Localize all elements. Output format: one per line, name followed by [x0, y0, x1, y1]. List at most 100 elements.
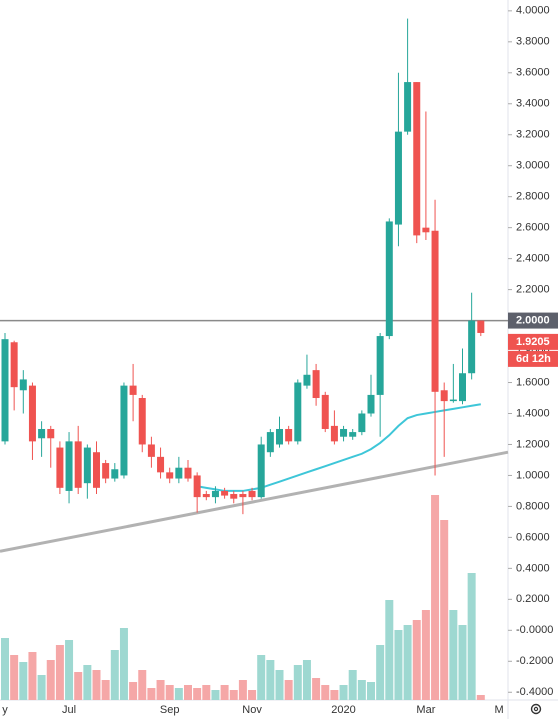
candle-body — [285, 428, 293, 442]
level-badge-label: 2.0000 — [516, 314, 550, 326]
candle-body — [367, 394, 375, 414]
volume-bar — [129, 682, 138, 700]
candle-body — [459, 373, 466, 402]
volume-bar — [184, 685, 192, 700]
candle-body — [312, 370, 320, 399]
volume-bar — [83, 665, 92, 700]
y-tick-label: 3.6000 — [516, 67, 550, 79]
candle-body — [147, 444, 155, 457]
volume-bar — [357, 680, 366, 700]
candle-body — [440, 390, 448, 402]
volume-bar — [248, 690, 257, 700]
candle-body — [321, 394, 329, 429]
candle-body — [394, 131, 402, 225]
volume-bar — [403, 625, 412, 700]
candle-body — [120, 385, 128, 476]
y-tick-label: 1.6000 — [516, 376, 550, 388]
y-tick-label: 1.4000 — [516, 407, 550, 419]
candle-body — [175, 467, 183, 479]
volume-bar — [412, 620, 421, 700]
candle-body — [93, 452, 100, 488]
volume-bar — [220, 685, 229, 700]
volume-bar — [202, 685, 211, 700]
trendline — [0, 450, 509, 553]
candle-body — [239, 494, 247, 498]
y-tick-label: 0.6000 — [516, 531, 550, 543]
volume-bar — [229, 690, 238, 700]
volume-bar — [440, 520, 449, 700]
volume-bar — [147, 688, 156, 700]
y-tick-label: 2.8000 — [516, 191, 550, 203]
volume-bar — [156, 680, 165, 700]
gear[interactable] — [530, 703, 542, 715]
settings-icon[interactable] — [530, 703, 542, 715]
candle-body — [358, 413, 366, 433]
y-tick-label: 2.6000 — [516, 222, 550, 234]
volume-bar — [55, 645, 64, 700]
volume-bar — [37, 675, 46, 700]
candle-body — [28, 385, 36, 442]
candle-body — [477, 320, 485, 333]
countdown-badge — [508, 350, 558, 367]
volume-bar — [339, 685, 348, 700]
volume-bar — [119, 628, 128, 700]
candle-body — [431, 230, 439, 392]
volume-bar — [211, 690, 220, 700]
y-tick-label: 3.0000 — [516, 160, 550, 172]
candle-body — [1, 339, 9, 442]
candle-body — [248, 490, 256, 498]
volume-bar — [10, 655, 19, 700]
candle-body — [83, 447, 91, 484]
candle-body — [19, 379, 27, 391]
volume-bar — [293, 665, 302, 700]
moving-average — [196, 403, 481, 492]
volume-bar — [348, 670, 357, 700]
volume-bar — [431, 495, 440, 700]
candle-body — [129, 385, 137, 395]
volume-bar — [330, 690, 339, 700]
volume-bar — [257, 655, 266, 700]
volume-bar — [101, 680, 110, 700]
x-tick-label: M — [495, 704, 504, 716]
gear-center[interactable] — [533, 706, 539, 712]
volume-bar — [74, 672, 83, 700]
volume-bar — [367, 682, 375, 700]
candle-body — [230, 494, 238, 499]
y-tick-label: -0.4000 — [516, 686, 553, 698]
volume-bar — [238, 680, 247, 700]
candle-body — [294, 382, 302, 442]
candle-body — [376, 336, 384, 395]
candle-body — [449, 399, 457, 402]
y-tick-label: 2.2000 — [516, 284, 550, 296]
volume-bar — [1, 638, 9, 700]
volume-bar — [458, 625, 467, 700]
volume-bar — [165, 685, 174, 700]
candle-body — [10, 342, 18, 388]
y-tick-label: 1.2000 — [516, 438, 550, 450]
y-tick-label: 3.8000 — [516, 36, 550, 48]
y-tick-label: 2.4000 — [516, 253, 550, 265]
candle-body — [193, 475, 201, 498]
candle-body — [38, 428, 46, 439]
volume-bar — [467, 573, 476, 700]
candle-body — [257, 444, 265, 498]
y-tick-label: 4.0000 — [516, 5, 550, 17]
candle-body — [47, 428, 55, 439]
candle-body — [385, 221, 393, 337]
x-tick-label: Nov — [242, 704, 262, 716]
volume-bar — [174, 688, 183, 700]
y-tick-label: 0.8000 — [516, 500, 550, 512]
candle-body — [330, 425, 338, 442]
level-badge — [508, 312, 558, 329]
volume-bar — [92, 670, 101, 700]
volume-bar — [275, 670, 284, 700]
candle-body — [157, 456, 165, 473]
candle-body — [184, 467, 192, 479]
volume-bar — [266, 660, 275, 700]
candle-body — [102, 463, 110, 479]
y-tick-label: 3.4000 — [516, 98, 550, 110]
candle-body — [65, 441, 73, 491]
volume-bar — [385, 600, 394, 700]
